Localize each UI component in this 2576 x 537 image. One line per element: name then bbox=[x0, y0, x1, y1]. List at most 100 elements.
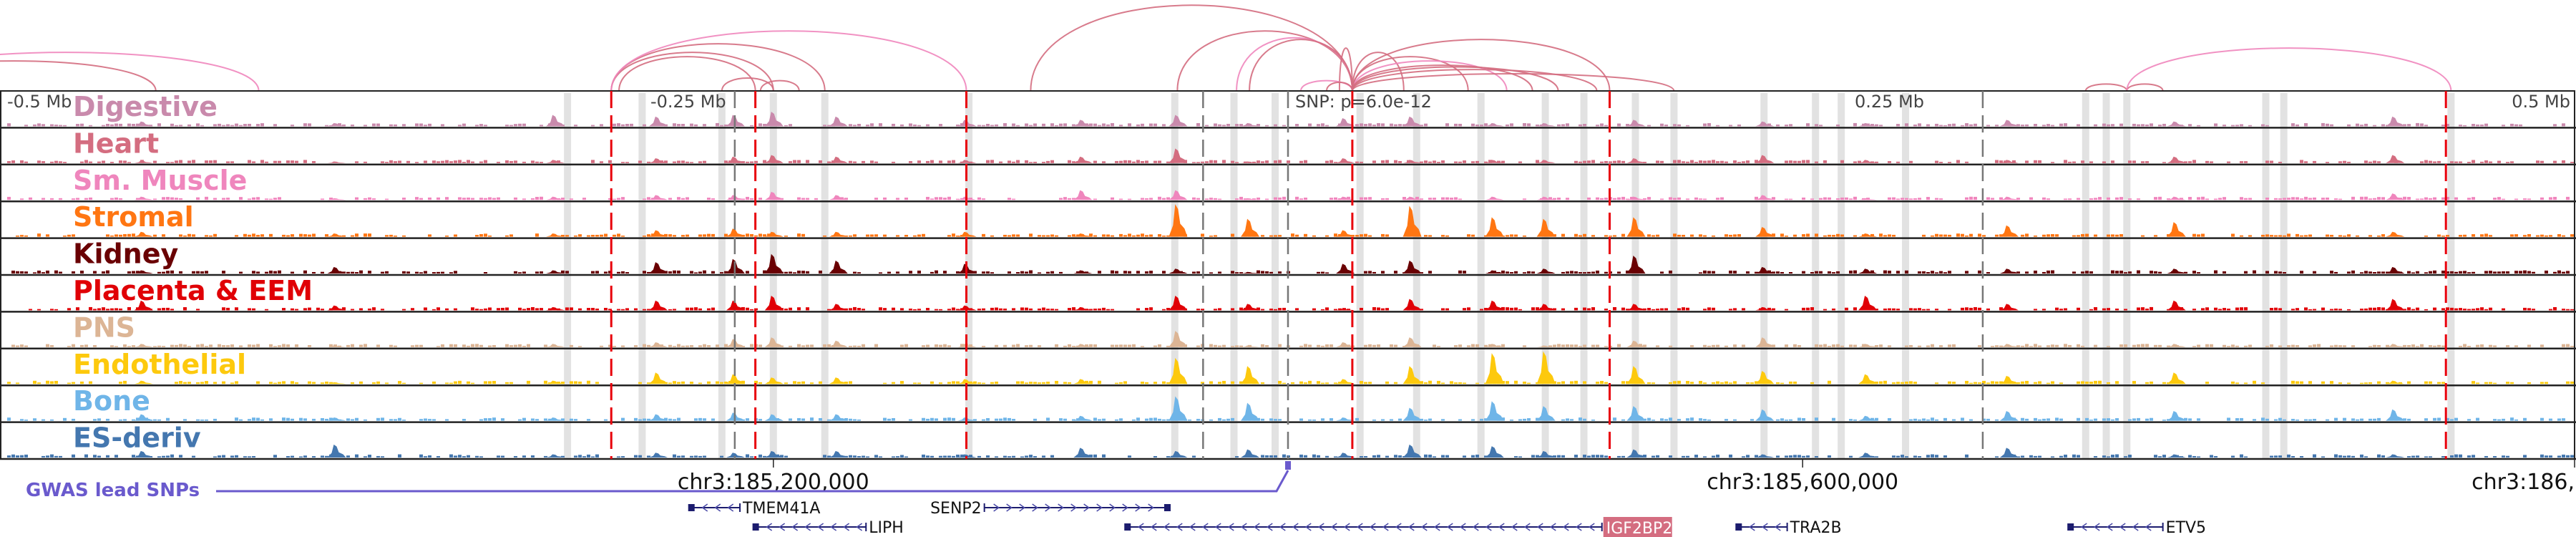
signal-bar bbox=[565, 271, 569, 274]
loop-arc bbox=[2126, 47, 2452, 92]
signal-peak bbox=[1536, 218, 1556, 237]
signal-bar bbox=[1643, 308, 1646, 311]
signal-bar bbox=[887, 418, 891, 421]
signal-bar bbox=[1033, 161, 1037, 163]
signal-bar bbox=[2261, 382, 2265, 384]
signal-bar bbox=[1059, 271, 1063, 274]
signal-bar bbox=[1583, 307, 1586, 311]
strand-arrow-right-icon bbox=[993, 503, 1000, 512]
signal-bar bbox=[1463, 382, 1466, 384]
gwas-connector-line bbox=[216, 470, 1289, 493]
signal-bar bbox=[1789, 272, 1792, 274]
signal-bar bbox=[1733, 308, 1737, 311]
signal-bar bbox=[278, 382, 281, 384]
signal-bar bbox=[2321, 122, 2325, 127]
signal-bar bbox=[213, 418, 217, 421]
signal-bar bbox=[2459, 308, 2462, 311]
signal-bar bbox=[1832, 417, 1835, 421]
signal-bar bbox=[1261, 455, 1264, 458]
signal-bar bbox=[1974, 123, 1977, 127]
signal-bar bbox=[1883, 308, 1887, 311]
signal-bar bbox=[364, 125, 367, 127]
signal-bar bbox=[1235, 272, 1239, 274]
signal-bar bbox=[475, 125, 479, 127]
signal-bar bbox=[2480, 234, 2484, 237]
signal-bar bbox=[2162, 162, 2166, 163]
signal-bar bbox=[806, 271, 809, 274]
signal-bar bbox=[1317, 344, 1320, 347]
signal-peak bbox=[648, 453, 668, 458]
gene-igf2bp2: IGF2BP2 bbox=[1124, 517, 1672, 537]
signal-bar bbox=[1712, 235, 1715, 237]
signal-bar bbox=[917, 309, 921, 311]
signal-bar bbox=[1162, 124, 1166, 127]
signal-bar bbox=[209, 235, 213, 237]
signal-bar bbox=[1797, 160, 1801, 163]
signal-bar bbox=[205, 271, 208, 274]
signal-bar bbox=[1591, 235, 1595, 237]
signal-bar bbox=[926, 160, 930, 163]
signal-bar bbox=[89, 161, 92, 163]
signal-bar bbox=[574, 125, 577, 127]
signal-bar bbox=[467, 455, 470, 458]
signal-bar bbox=[1497, 160, 1501, 163]
signal-bar bbox=[1128, 198, 1131, 200]
signal-bar bbox=[1196, 198, 1200, 200]
signal-bar bbox=[385, 162, 389, 163]
signal-bar bbox=[1265, 160, 1269, 163]
signal-bar bbox=[793, 160, 796, 163]
signal-bar bbox=[1209, 160, 1213, 163]
signal-bar bbox=[1600, 161, 1604, 163]
signal-bar bbox=[2248, 344, 2252, 347]
marker-lines bbox=[610, 91, 2447, 459]
signal-bar bbox=[943, 271, 947, 274]
signal-bar bbox=[973, 381, 977, 384]
signal-bar bbox=[1583, 381, 1586, 384]
signal-bar bbox=[1660, 198, 1664, 200]
signal-bar bbox=[896, 198, 899, 200]
signal-bar bbox=[175, 382, 178, 384]
signal-bar bbox=[1205, 161, 1209, 163]
loop-arc bbox=[610, 30, 967, 92]
signal-bar bbox=[24, 420, 28, 421]
signal-bar bbox=[1523, 381, 1526, 384]
signal-bar bbox=[200, 125, 204, 127]
signal-bar bbox=[1978, 382, 1981, 384]
signal-bar bbox=[2025, 124, 2029, 127]
signal-bar bbox=[2240, 307, 2243, 311]
signal-bar bbox=[1209, 236, 1213, 237]
signal-bar bbox=[2506, 455, 2509, 458]
signal-bar bbox=[2472, 309, 2475, 311]
signal-bar bbox=[544, 455, 547, 458]
signal-bar bbox=[1123, 271, 1127, 274]
signal-bar bbox=[2042, 197, 2046, 200]
signal-bar bbox=[2411, 272, 2415, 274]
signal-bar bbox=[582, 198, 586, 200]
signal-bar bbox=[2287, 454, 2290, 458]
signal-bar bbox=[939, 124, 942, 127]
signal-bar bbox=[1978, 345, 1981, 347]
signal-bar bbox=[248, 160, 251, 163]
signal-bar bbox=[1012, 161, 1015, 163]
signal-bar bbox=[2085, 381, 2089, 384]
signal-bar bbox=[561, 455, 565, 458]
signal-bar bbox=[608, 198, 612, 200]
signal-bar bbox=[1317, 381, 1320, 384]
signal-bar bbox=[256, 417, 260, 421]
signal-bar bbox=[449, 382, 453, 384]
signal-bar bbox=[2077, 124, 2080, 127]
signal-bar bbox=[33, 418, 36, 421]
strand-arrow-left-icon bbox=[2080, 523, 2087, 531]
signal-bar bbox=[205, 419, 208, 421]
signal-bar bbox=[917, 234, 921, 237]
signal-bar bbox=[1579, 161, 1582, 163]
signal-bar bbox=[789, 307, 792, 311]
signal-bar bbox=[106, 309, 109, 311]
signal-bar bbox=[1385, 234, 1389, 237]
signal-bar bbox=[995, 344, 998, 347]
signal-bar bbox=[394, 161, 397, 163]
signal-bar bbox=[1948, 309, 1951, 311]
signal-bar bbox=[256, 381, 260, 384]
signal-bar bbox=[1823, 309, 1827, 311]
signal-bar bbox=[2283, 272, 2286, 274]
